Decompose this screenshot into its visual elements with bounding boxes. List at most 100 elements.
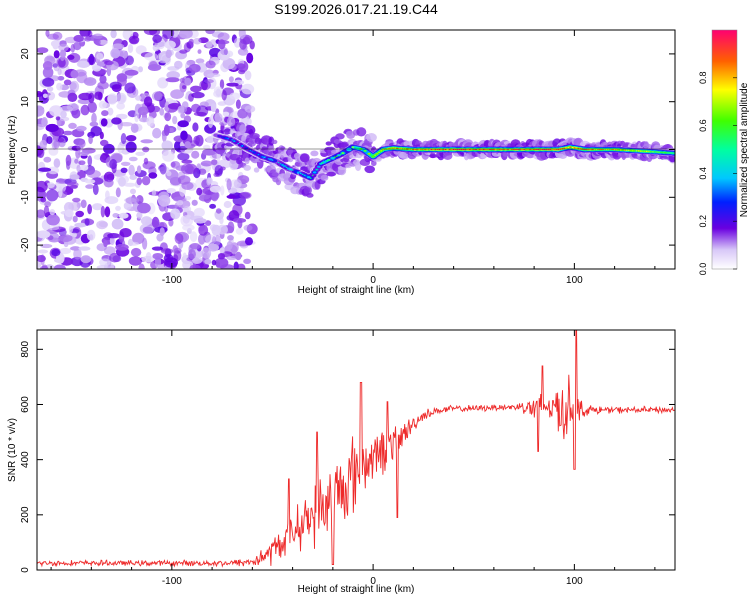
- noise-blob: [125, 55, 134, 66]
- noise-blob: [46, 189, 59, 202]
- noise-blob: [166, 71, 180, 80]
- noise-blob: [135, 95, 142, 101]
- signal-core: [352, 146, 354, 148]
- noise-blob: [57, 68, 62, 76]
- signal-core: [311, 174, 314, 176]
- noise-blob: [191, 150, 200, 159]
- spectrogram-ylabel: Frequency (Hz): [7, 116, 18, 185]
- noise-blob: [184, 77, 192, 86]
- colorbar-tick-label: 0.6: [698, 119, 708, 132]
- noise-blob: [70, 70, 79, 79]
- noise-blob: [53, 158, 61, 169]
- signal-core: [654, 151, 656, 153]
- noise-blob: [97, 81, 109, 90]
- noise-blob: [58, 43, 69, 52]
- noise-blob: [177, 146, 188, 151]
- noise-blob: [205, 60, 216, 69]
- noise-blob: [202, 148, 217, 156]
- signal-core: [249, 149, 252, 152]
- noise-blob: [237, 48, 249, 56]
- signal-core: [327, 159, 330, 161]
- noise-blob: [198, 168, 207, 175]
- signal-core: [369, 154, 373, 157]
- noise-blob: [123, 182, 137, 187]
- noise-blob: [177, 152, 190, 161]
- noise-blob: [182, 214, 190, 224]
- noise-blob: [151, 246, 164, 251]
- noise-blob: [144, 52, 158, 61]
- noise-blob: [100, 205, 106, 218]
- noise-blob: [232, 218, 247, 223]
- noise-blob: [45, 123, 59, 133]
- noise-blob: [243, 258, 252, 264]
- signal-halo: [223, 128, 232, 135]
- noise-blob: [37, 47, 49, 54]
- noise-blob: [165, 77, 180, 83]
- noise-blob: [73, 34, 84, 43]
- noise-blob: [181, 101, 189, 109]
- noise-blob: [57, 76, 65, 81]
- signal-core: [231, 139, 234, 141]
- colorbar: 0.0 0.2 0.4 0.6 0.8 Normalized spectral ampl…: [698, 29, 750, 275]
- noise-blob: [77, 98, 92, 105]
- noise-blob: [104, 60, 114, 66]
- snr-ylabel: SNR (10 * v/v): [7, 418, 18, 482]
- signal-halo: [429, 154, 437, 159]
- noise-blob: [41, 117, 48, 127]
- noise-blob: [59, 49, 67, 58]
- signal-core: [619, 149, 622, 151]
- signal-halo: [244, 157, 250, 165]
- noise-blob: [96, 52, 104, 60]
- signal-halo: [239, 124, 247, 134]
- noise-blob: [87, 55, 96, 66]
- noise-blob: [164, 101, 170, 112]
- noise-blob: [43, 205, 50, 217]
- signal-halo: [310, 150, 319, 157]
- signal-core: [315, 169, 318, 171]
- noise-blob: [135, 151, 146, 156]
- x-tick-label: 0: [370, 576, 376, 587]
- snr-y-axis: 0 200 400 600 800: [20, 341, 675, 573]
- noise-blob: [141, 176, 151, 186]
- signal-core: [652, 151, 654, 153]
- noise-blob: [92, 183, 99, 196]
- noise-blob: [136, 177, 143, 186]
- noise-blob: [137, 106, 149, 116]
- noise-blob: [76, 60, 90, 68]
- noise-blob: [162, 150, 175, 162]
- noise-blob: [110, 48, 121, 59]
- noise-blob: [219, 79, 225, 90]
- noise-blob: [103, 143, 115, 154]
- noise-blob: [191, 91, 205, 99]
- noise-blob: [201, 247, 212, 259]
- noise-blob: [172, 245, 178, 254]
- signal-core: [633, 150, 636, 152]
- noise-blob: [206, 136, 216, 143]
- snr-x-axis: -100 0 100: [50, 330, 656, 587]
- noise-blob: [73, 248, 82, 260]
- noise-blob: [67, 92, 78, 103]
- signal-core: [396, 147, 399, 149]
- noise-blob: [38, 167, 52, 172]
- noise-blob: [89, 121, 99, 127]
- noise-blob: [142, 226, 153, 234]
- x-tick-label: -100: [162, 275, 182, 286]
- noise-blob: [130, 247, 142, 257]
- noise-blob: [115, 205, 121, 211]
- noise-blob: [221, 90, 227, 101]
- noise-blob: [37, 105, 45, 117]
- noise-blob: [124, 69, 139, 76]
- noise-blob: [204, 220, 212, 226]
- noise-blob: [42, 77, 55, 87]
- noise-blob: [109, 236, 115, 246]
- noise-blob: [177, 120, 189, 128]
- signal-core: [364, 150, 366, 152]
- noise-blob: [198, 233, 206, 245]
- signal-core: [378, 151, 380, 153]
- noise-blob: [220, 185, 225, 196]
- noise-blob: [164, 257, 178, 268]
- noise-blob: [182, 252, 187, 261]
- noise-blob: [40, 243, 53, 249]
- noise-blob: [107, 233, 120, 239]
- noise-blob: [203, 144, 211, 150]
